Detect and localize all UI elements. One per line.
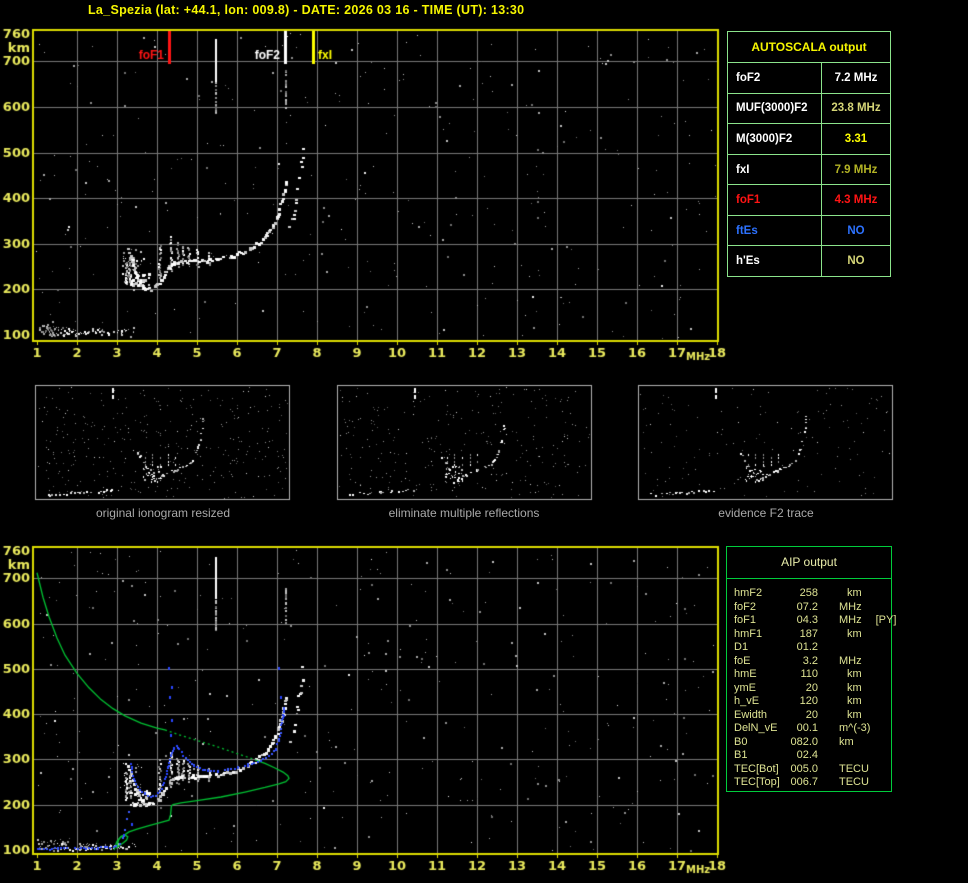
aip-row-hmf1: hmF1 187 km bbox=[734, 628, 891, 642]
aip-param-label: Ewidth bbox=[734, 708, 768, 721]
aip-param-unit: km bbox=[847, 668, 862, 680]
autoscala-param-value: 23.8 MHz bbox=[831, 102, 881, 115]
aip-param-value: 07.2 bbox=[796, 600, 818, 613]
aip-row-b1: B1 02.4 bbox=[734, 749, 891, 763]
thumbnail-caption-original: original ionogram resized bbox=[95, 506, 231, 520]
autoscala-row-fof2: foF2 7.2 MHz bbox=[728, 63, 890, 94]
aip-param-value: 110 bbox=[800, 668, 818, 680]
aip-param-value: 00.1 bbox=[796, 722, 818, 734]
aip-param-label: h_vE bbox=[734, 695, 760, 707]
autoscala-row-m3000f2: M(3000)F2 3.31 bbox=[728, 124, 890, 155]
aip-row-ewidth: Ewidth 20 km bbox=[734, 709, 891, 723]
station-title: La_Spezia (lat: +44.1, lon: 009.8) - DAT… bbox=[88, 3, 525, 17]
autoscala-param-label: MUF(3000)F2 bbox=[728, 93, 822, 124]
aip-row-fof1: foF1 04.3 MHz [PY] bbox=[734, 614, 896, 628]
aip-param-label: B0 bbox=[734, 735, 748, 748]
autoscala-row-ftes: ftEs NO bbox=[728, 215, 890, 247]
aip-param-value: 006.7 bbox=[790, 776, 818, 788]
aip-param-unit: MHz bbox=[839, 614, 862, 626]
aip-row-yme: ymE 20 km bbox=[734, 682, 891, 696]
autoscala-row-fxi: fxI 7.9 MHz bbox=[728, 154, 890, 186]
aip-param-unit: km bbox=[847, 627, 862, 640]
aip-row-hmf2: hmF2 258 km bbox=[734, 587, 891, 601]
autoscala-param-label: foF2 bbox=[728, 63, 822, 93]
aip-param-label: foF2 bbox=[734, 600, 757, 613]
aip-param-unit: m^(-3) bbox=[839, 722, 871, 734]
autoscala-row-hes: h'Es NO bbox=[728, 246, 890, 277]
aip-param-value: 20 bbox=[805, 708, 818, 721]
aip-param-value: 01.2 bbox=[796, 641, 818, 653]
autoscala-rows: foF2 7.2 MHz MUF(3000)F2 23.8 MHz M(3000)F2 3… bbox=[728, 63, 890, 277]
autoscala-param-label: foF1 bbox=[728, 185, 822, 215]
aip-param-label: TEC[Top] bbox=[734, 776, 780, 788]
aip-output-table: AIP output hmF2 258 km foF2 07.2 MHz foF1 04.3 M… bbox=[726, 546, 896, 792]
aip-param-label: hmE bbox=[734, 668, 757, 680]
autoscala-param-label: M(3000)F2 bbox=[728, 124, 822, 154]
aip-row-delnve: DelN_vE 00.1 m^(-3) bbox=[734, 722, 891, 736]
aip-param-value: 258 bbox=[799, 587, 818, 599]
aip-param-label: ymE bbox=[734, 681, 756, 694]
aip-param-extra: [PY] bbox=[875, 614, 897, 626]
aip-output-header: AIP output bbox=[727, 547, 891, 579]
aip-param-value: 20 bbox=[805, 681, 818, 694]
aip-param-value: 187 bbox=[799, 627, 818, 640]
thumbnail-caption-eliminate-reflections: eliminate multiple reflections bbox=[388, 506, 540, 520]
aip-param-label: hmF1 bbox=[734, 627, 763, 640]
aip-param-label: D1 bbox=[734, 641, 749, 653]
aip-param-value: 120 bbox=[799, 695, 818, 707]
aip-param-label: hmF2 bbox=[734, 587, 763, 599]
aip-param-unit: km bbox=[847, 681, 862, 694]
aip-param-label: DelN_vE bbox=[734, 722, 778, 734]
aip-param-unit: TECU bbox=[839, 776, 869, 788]
autoscala-param-value: 3.31 bbox=[844, 132, 868, 145]
aip-param-unit: km bbox=[847, 695, 862, 707]
aip-param-label: B1 bbox=[734, 749, 748, 761]
autoscala-param-value: NO bbox=[847, 224, 865, 237]
aip-param-value: 02.4 bbox=[796, 749, 818, 761]
aip-param-unit: TECU bbox=[839, 762, 869, 775]
aip-row-d1: D1 01.2 bbox=[734, 641, 891, 655]
aip-param-label: foF1 bbox=[734, 614, 757, 626]
autoscala-output-header: AUTOSCALA output bbox=[728, 32, 890, 63]
autoscala-param-value: NO bbox=[847, 255, 865, 268]
aip-row-hve: h_vE 120 km bbox=[734, 695, 891, 709]
aip-param-value: 04.3 bbox=[796, 614, 818, 626]
aip-param-value: 005.0 bbox=[790, 762, 818, 775]
autoscala-param-value: 4.3 MHz bbox=[834, 194, 878, 207]
autoscala-param-value: 7.2 MHz bbox=[834, 71, 878, 84]
aip-param-unit: MHz bbox=[839, 654, 862, 667]
autoscala-param-label: fxI bbox=[728, 154, 822, 185]
thumbnail-caption-evidence-f2: evidence F2 trace bbox=[718, 506, 814, 520]
aip-row-tectop: TEC[Top] 006.7 TECU bbox=[734, 776, 891, 790]
autoscala-row-muf3000f2: MUF(3000)F2 23.8 MHz bbox=[728, 93, 890, 125]
aip-param-label: TEC[Bot] bbox=[734, 762, 779, 775]
aip-row-tecbot: TEC[Bot] 005.0 TECU bbox=[734, 763, 891, 777]
aip-rows: hmF2 258 km foF2 07.2 MHz foF1 04.3 MHz [PY] hmF1 1… bbox=[727, 579, 896, 790]
aip-param-unit: km bbox=[847, 708, 862, 721]
aip-row-foe: foE 3.2 MHz bbox=[734, 655, 891, 669]
aip-param-value: 3.2 bbox=[802, 654, 818, 667]
autoscala-output-table: AUTOSCALA output foF2 7.2 MHz MUF(3000)F2 2… bbox=[727, 31, 891, 277]
aip-param-value: 082.0 bbox=[790, 735, 818, 748]
autoscala-row-fof1: foF1 4.3 MHz bbox=[728, 185, 890, 216]
autoscala-param-label: h'Es bbox=[728, 246, 822, 277]
autoscala-param-value: 7.9 MHz bbox=[834, 163, 878, 176]
aip-param-unit: MHz bbox=[839, 600, 862, 613]
aip-row-b0: B0 082.0 km bbox=[734, 736, 891, 750]
aip-row-fof2: foF2 07.2 MHz bbox=[734, 601, 891, 615]
aip-param-unit: km bbox=[839, 735, 854, 748]
aip-row-hme: hmE 110 km bbox=[734, 668, 891, 682]
aip-param-unit: km bbox=[847, 587, 862, 599]
autoscala-param-label: ftEs bbox=[728, 215, 822, 246]
aip-param-label: foE bbox=[734, 654, 751, 667]
